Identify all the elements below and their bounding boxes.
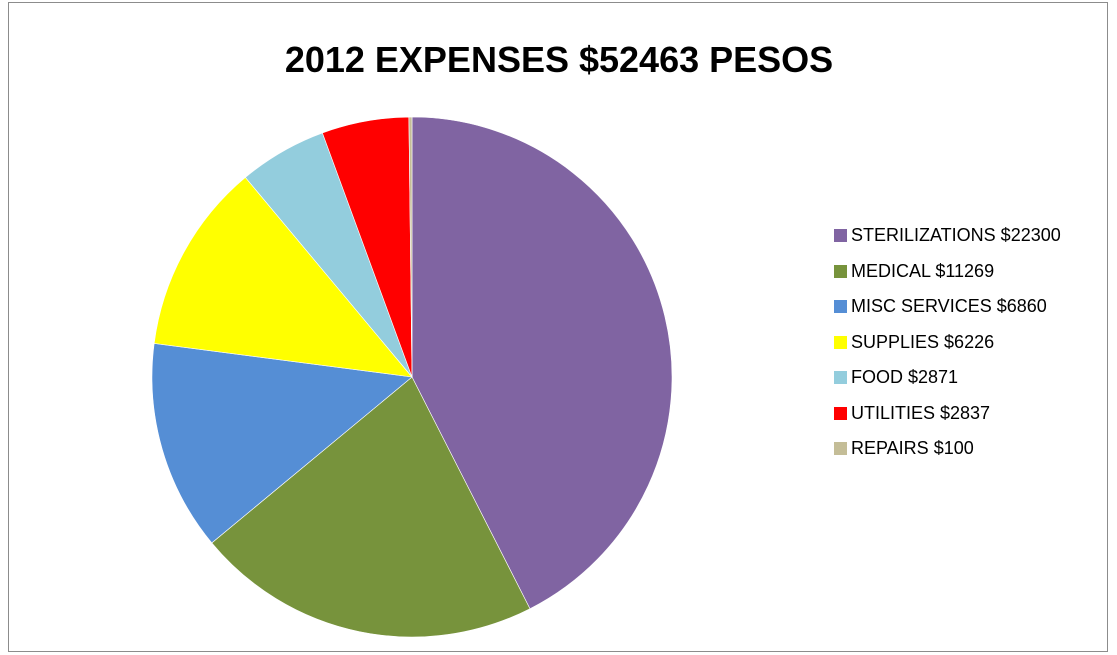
chart-legend: STERILIZATIONS $22300 MEDICAL $11269 MISC … [834, 225, 1104, 474]
legend-swatch [834, 300, 847, 313]
pie-slice-2 [151, 343, 413, 544]
pie-chart [151, 116, 673, 638]
legend-label: MISC SERVICES $6860 [851, 296, 1047, 316]
legend-item: UTILITIES $2837 [834, 403, 1104, 439]
legend-label: SUPPLIES $6226 [851, 331, 995, 352]
legend-swatch [834, 371, 847, 384]
legend-item: SUPPLIES $6226 [834, 332, 1104, 368]
legend-swatch [834, 264, 847, 278]
pie-slice-3 [153, 176, 413, 378]
legend-item: STERILIZATIONS $22300 [834, 225, 1104, 261]
legend-label: UTILITIES $2837 [851, 402, 991, 423]
legend-item: MEDICAL $11269 [834, 261, 1104, 297]
legend-swatch [834, 442, 847, 455]
legend-swatch [834, 406, 847, 420]
legend-label: MEDICAL $11269 [851, 260, 995, 281]
legend-swatch [834, 335, 847, 349]
legend-label: STERILIZATIONS $22300 [851, 225, 1061, 245]
legend-item: MISC SERVICES $6860 [834, 296, 1104, 332]
legend-item: FOOD $2871 [834, 367, 1104, 403]
chart-title: 2012 EXPENSES $52463 PESOS [284, 39, 834, 80]
legend-label: REPAIRS $100 [851, 438, 974, 458]
legend-item: REPAIRS $100 [834, 438, 1104, 474]
chart-area: 2012 EXPENSES $52463 PESOS STERILIZATION… [8, 2, 1108, 652]
legend-swatch [834, 229, 847, 242]
pie-slice-6 [408, 116, 413, 378]
legend-label: FOOD $2871 [851, 367, 959, 387]
pie-slice-1 [211, 376, 531, 638]
pie-slice-0 [411, 116, 673, 610]
